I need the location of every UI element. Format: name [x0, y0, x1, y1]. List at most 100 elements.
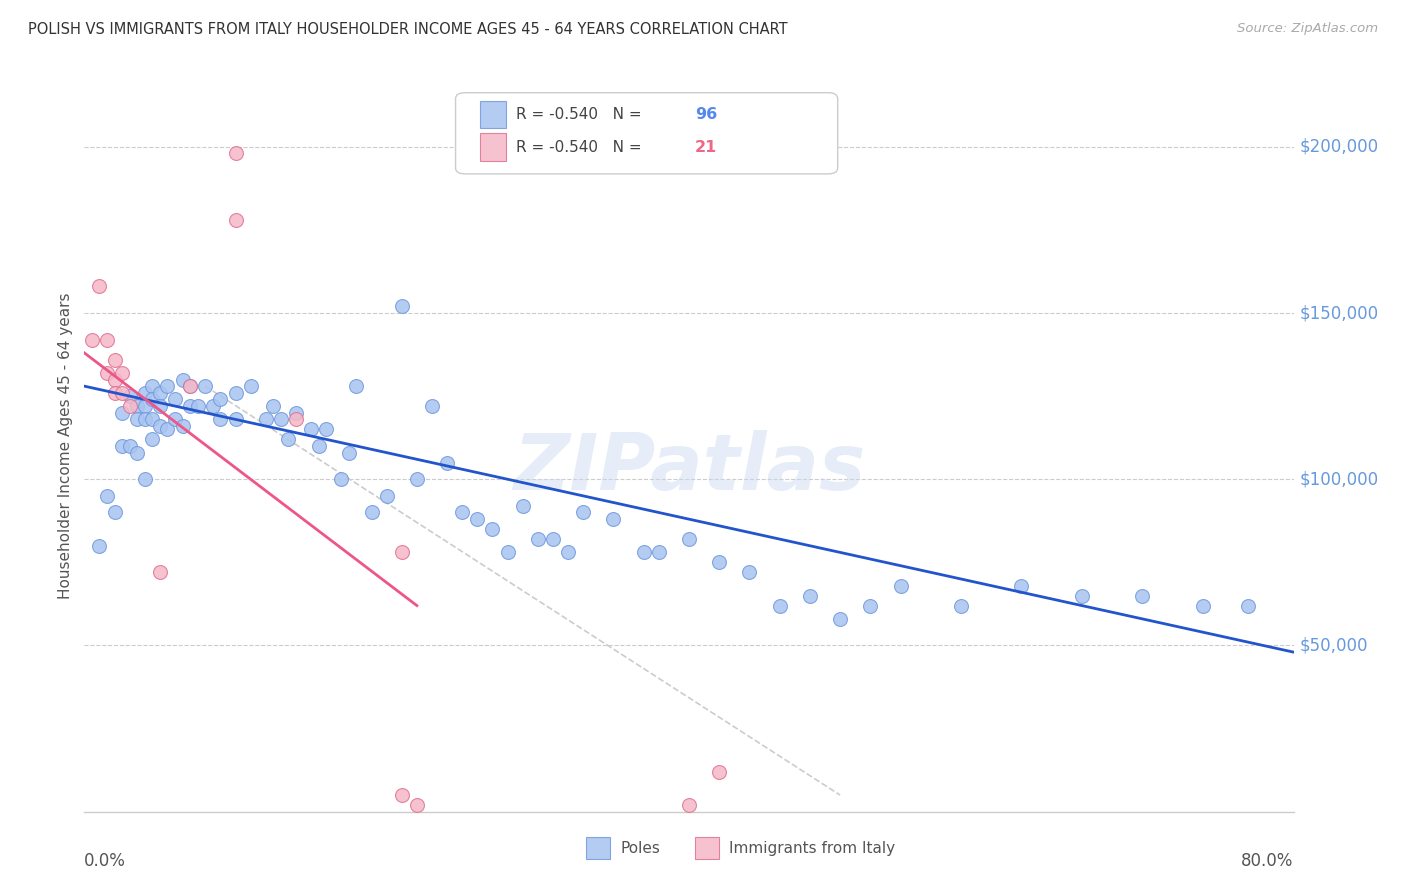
Point: [141, 433, 163, 447]
Point: [149, 399, 172, 413]
Point: [172, 419, 194, 434]
Point: [406, 472, 429, 486]
Point: [89, 539, 111, 553]
Point: [337, 445, 360, 459]
Point: [149, 419, 172, 434]
Point: [239, 379, 262, 393]
Point: [156, 379, 179, 393]
Point: [104, 352, 127, 367]
Point: [375, 489, 398, 503]
Point: [127, 445, 149, 459]
Point: [149, 566, 172, 580]
Text: Immigrants from Italy: Immigrants from Italy: [728, 841, 896, 855]
Text: R = -0.540   N =: R = -0.540 N =: [516, 140, 647, 154]
Point: [1237, 599, 1260, 613]
Point: [104, 385, 127, 400]
Point: [201, 399, 224, 413]
Point: [127, 399, 149, 413]
FancyBboxPatch shape: [456, 93, 838, 174]
Point: [391, 788, 413, 802]
Point: [1191, 599, 1213, 613]
Point: [111, 366, 134, 380]
Point: [315, 422, 337, 436]
Point: [111, 406, 134, 420]
Point: [678, 532, 700, 546]
Point: [118, 399, 141, 413]
Point: [467, 512, 489, 526]
Point: [391, 545, 413, 559]
Point: [225, 146, 247, 161]
Point: [496, 545, 519, 559]
Bar: [479, 133, 506, 161]
Text: $200,000: $200,000: [1299, 137, 1379, 156]
Point: [769, 599, 792, 613]
Point: [360, 506, 382, 520]
Point: [118, 389, 141, 403]
Point: [96, 366, 118, 380]
Point: [187, 399, 209, 413]
Point: [179, 379, 201, 393]
Point: [541, 532, 564, 546]
Point: [420, 399, 443, 413]
Point: [284, 406, 308, 420]
Text: ZIPatlas: ZIPatlas: [513, 430, 865, 506]
Point: [118, 439, 141, 453]
Point: [141, 412, 163, 426]
Text: R = -0.540   N =: R = -0.540 N =: [516, 107, 647, 122]
Text: 80.0%: 80.0%: [1241, 852, 1294, 870]
Text: Source: ZipAtlas.com: Source: ZipAtlas.com: [1237, 22, 1378, 36]
Point: [678, 798, 700, 813]
Point: [738, 566, 761, 580]
Point: [647, 545, 671, 559]
Point: [209, 412, 232, 426]
Point: [104, 372, 127, 386]
Point: [134, 472, 156, 486]
Point: [111, 385, 134, 400]
Point: [277, 433, 299, 447]
Point: [270, 412, 292, 426]
Bar: [695, 838, 720, 859]
Point: [602, 512, 624, 526]
Point: [225, 385, 247, 400]
Point: [284, 412, 308, 426]
Point: [308, 439, 330, 453]
Point: [346, 379, 368, 393]
Point: [262, 399, 284, 413]
Point: [96, 489, 118, 503]
Point: [254, 412, 277, 426]
Bar: [586, 838, 610, 859]
Point: [436, 456, 458, 470]
Point: [830, 612, 852, 626]
Point: [127, 412, 149, 426]
Point: [299, 422, 322, 436]
Point: [709, 555, 731, 569]
Point: [156, 422, 179, 436]
Text: $100,000: $100,000: [1299, 470, 1379, 488]
Point: [134, 385, 156, 400]
Point: [572, 506, 595, 520]
Point: [104, 506, 127, 520]
Point: [209, 392, 232, 407]
Point: [1010, 579, 1032, 593]
Point: [481, 522, 503, 536]
Text: POLISH VS IMMIGRANTS FROM ITALY HOUSEHOLDER INCOME AGES 45 - 64 YEARS CORRELATIO: POLISH VS IMMIGRANTS FROM ITALY HOUSEHOL…: [28, 22, 787, 37]
Point: [194, 379, 217, 393]
Text: $150,000: $150,000: [1299, 304, 1379, 322]
Point: [1071, 589, 1094, 603]
Point: [406, 798, 429, 813]
Point: [141, 379, 163, 393]
Point: [111, 439, 134, 453]
Point: [225, 412, 247, 426]
Point: [149, 385, 172, 400]
Point: [557, 545, 579, 559]
Point: [799, 589, 821, 603]
Text: $50,000: $50,000: [1299, 637, 1368, 655]
Point: [89, 279, 111, 293]
Point: [859, 599, 882, 613]
Point: [526, 532, 548, 546]
Point: [633, 545, 655, 559]
Point: [709, 764, 731, 779]
Point: [141, 392, 163, 407]
Point: [512, 499, 534, 513]
Point: [134, 399, 156, 413]
